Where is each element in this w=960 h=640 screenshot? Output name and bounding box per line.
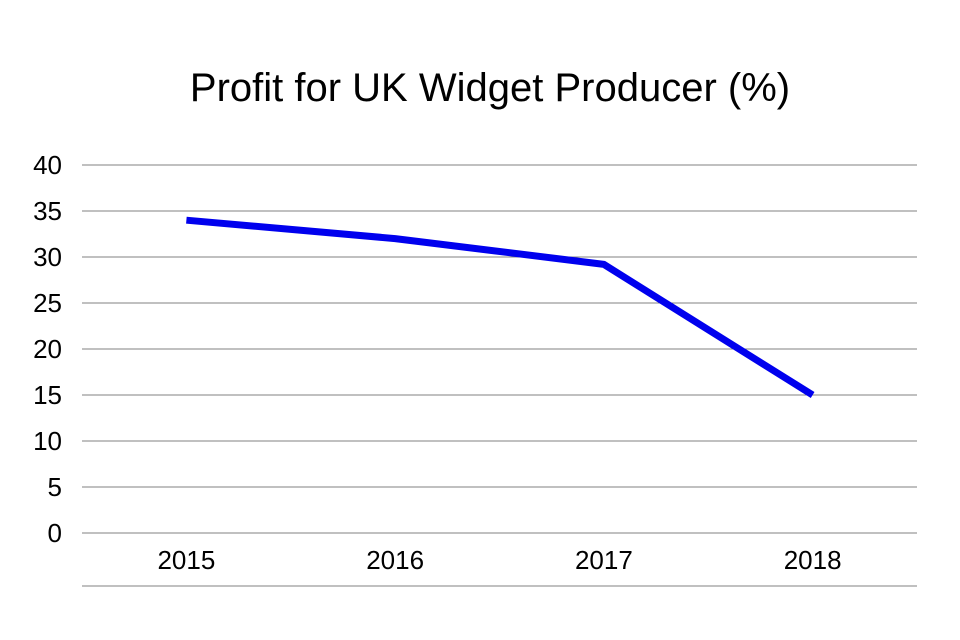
x-tick-label: 2015	[157, 545, 215, 575]
series-layer	[186, 216, 815, 398]
chart-title: Profit for UK Widget Producer (%)	[189, 66, 791, 110]
gridlines	[82, 164, 917, 587]
x-tick-label: 2016	[366, 545, 424, 575]
y-tick-label: 0	[48, 518, 62, 548]
y-axis-ticks: 0 5 10 15 20 25 30 35 40	[33, 150, 62, 548]
y-tick-label: 40	[33, 150, 62, 180]
x-axis-ticks: 2015 2016 2017 2018	[157, 545, 841, 575]
y-tick-label: 15	[33, 380, 62, 410]
y-tick-label: 35	[33, 196, 62, 226]
y-tick-label: 20	[33, 334, 62, 364]
x-tick-label: 2017	[575, 545, 633, 575]
series-line	[186, 216, 815, 398]
y-tick-label: 30	[33, 242, 62, 272]
y-tick-label: 10	[33, 426, 62, 456]
x-tick-label: 2018	[784, 545, 842, 575]
y-tick-label: 5	[48, 472, 62, 502]
y-tick-label: 25	[33, 288, 62, 318]
